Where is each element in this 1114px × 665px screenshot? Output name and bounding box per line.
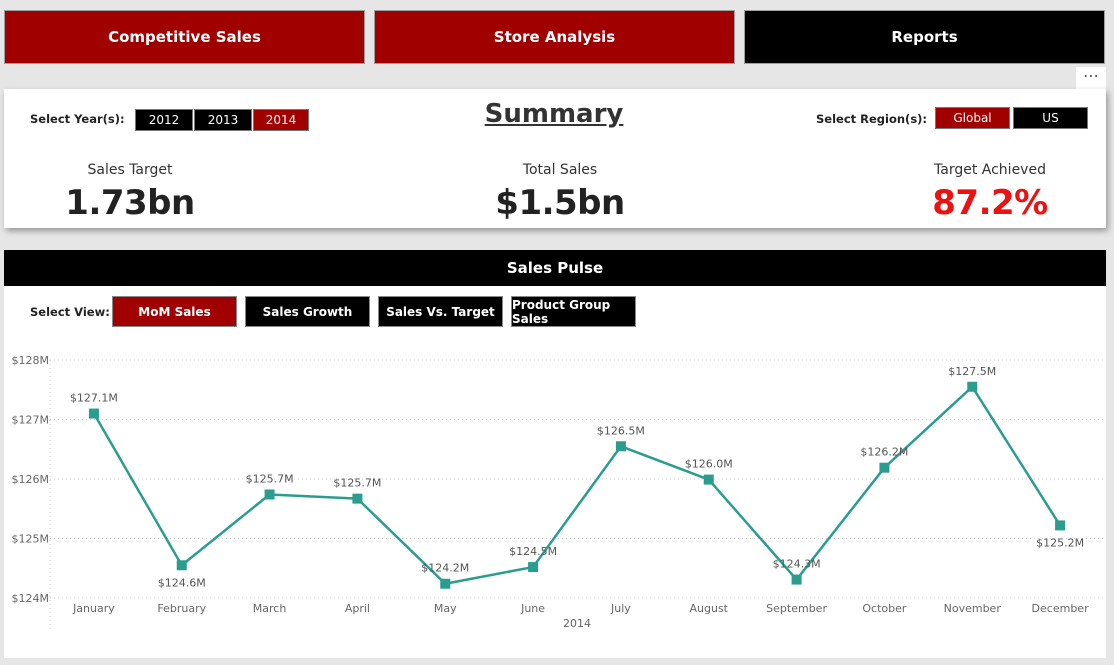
x-tick-label: May [434,602,457,615]
data-point-marker [352,493,363,504]
summary-panel: Select Year(s): 2012 2013 2014 Summary S… [4,89,1106,228]
nav-reports-button[interactable]: Reports [744,10,1105,64]
nav-store-analysis-button[interactable]: Store Analysis [374,10,735,64]
year-button-2013[interactable]: 2013 [194,109,252,131]
x-tick-label: August [690,602,729,615]
sales-series-line [92,385,1062,585]
target-achieved-value: 87.2% [932,183,1048,223]
x-tick-label: April [345,602,370,615]
total-sales-value: $1.5bn [495,183,625,223]
data-label: $124.5M [509,545,557,558]
summary-title: Summary [484,99,624,129]
more-options-icon[interactable]: ⋯ [1076,67,1106,89]
x-tick-label: March [253,602,287,615]
x-tick-label: September [766,602,827,615]
x-tick-label: June [520,602,545,615]
data-label: $124.3M [773,558,821,571]
data-point-marker [528,562,539,573]
data-point-marker [967,381,978,392]
year-button-2012[interactable]: 2012 [135,109,193,131]
y-tick-label: $126M [12,473,50,486]
x-tick-label: November [944,602,1002,615]
data-label: $124.2M [421,562,469,575]
data-label: $125.2M [1036,536,1084,549]
sales-pulse-panel: Select View: MoM Sales Sales Growth Sale… [4,286,1106,658]
y-tick-label: $127M [12,414,50,427]
x-tick-label: January [72,602,115,615]
view-button-sales-vs-target[interactable]: Sales Vs. Target [378,296,503,327]
region-button-us[interactable]: US [1013,107,1088,129]
data-label: $126.5M [597,424,645,437]
y-tick-label: $128M [12,354,50,367]
data-point-marker [1055,520,1066,531]
sales-target-value: 1.73bn [65,183,195,223]
data-label: $124.6M [158,576,206,589]
data-label: $125.7M [333,477,381,490]
x-tick-label: July [610,602,631,615]
region-slicer-label: Select Region(s): [816,112,928,126]
x-tick-label: February [157,602,206,615]
sales-target-label: Sales Target [87,162,173,178]
x-tick-label: December [1032,602,1090,615]
data-point-marker [88,408,99,419]
view-button-sales-growth[interactable]: Sales Growth [245,296,370,327]
x-axis-title: 2014 [563,617,591,630]
year-slicer-label: Select Year(s): [30,112,125,126]
nav-competitive-sales-button[interactable]: Competitive Sales [4,10,365,64]
data-point-marker [791,574,802,585]
sales-pulse-header: Sales Pulse [4,250,1106,286]
data-label: $125.7M [246,472,294,485]
data-point-marker [615,441,626,452]
y-tick-label: $124M [12,592,50,605]
total-sales-label: Total Sales [522,162,598,178]
region-button-global[interactable]: Global [935,107,1010,129]
x-tick-label: October [862,602,906,615]
target-achieved-label: Target Achieved [934,162,1046,178]
data-label: $126.2M [860,446,908,459]
data-point-marker [879,462,890,473]
data-label: $127.5M [948,365,996,378]
view-slicer-label: Select View: [30,305,110,319]
data-label: $126.0M [685,458,733,471]
data-point-marker [264,489,275,500]
data-point-marker [703,474,714,485]
data-label: $127.1M [70,392,118,405]
data-point-marker [176,560,187,571]
data-point-marker [440,578,451,589]
mom-sales-line-chart: $124M $125M $126M $127M $128M January February… [12,354,1104,630]
view-button-mom-sales[interactable]: MoM Sales [112,296,237,327]
y-tick-label: $125M [12,533,50,546]
view-button-product-group-sales[interactable]: Product Group Sales [511,296,636,327]
year-button-2014[interactable]: 2014 [253,109,309,131]
